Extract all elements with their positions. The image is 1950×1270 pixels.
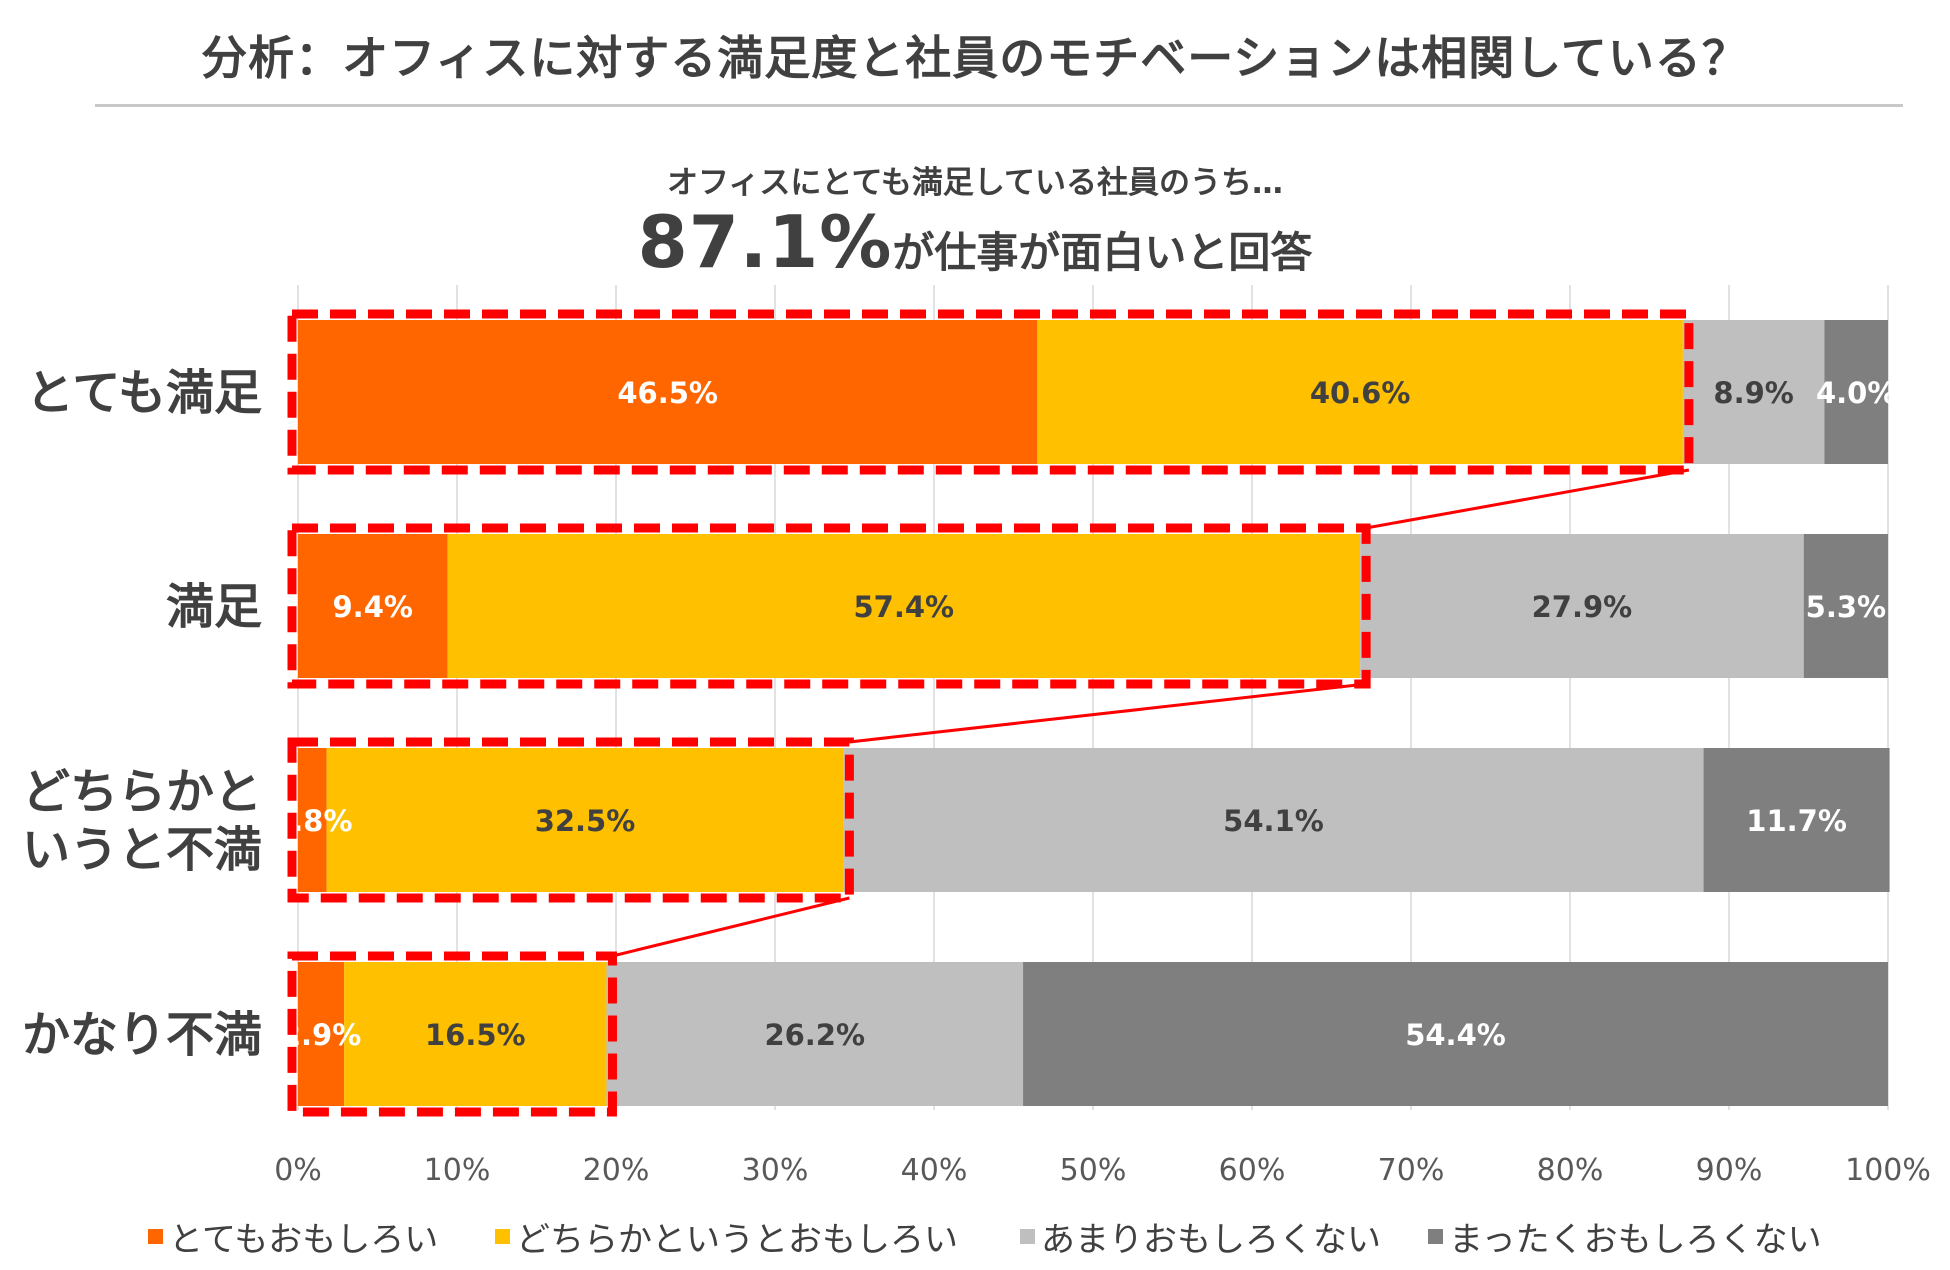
data-label: 8.9% [1713,376,1793,410]
data-label: 5.3% [1806,590,1886,624]
headline-value: 87.1% [637,200,893,284]
bars [298,320,1890,1106]
data-label: 54.4% [1405,1018,1506,1052]
category-label: いうと不満 [22,822,262,878]
bar-segment [298,962,345,1106]
x-tick-label: 70% [1378,1153,1445,1188]
x-tick-label: 80% [1537,1153,1604,1188]
x-tick-label: 60% [1219,1153,1286,1188]
legend-item: とてもおもしろい [148,1212,438,1261]
legend-label: とてもおもしろい [169,1220,439,1260]
x-tick-label: 30% [742,1153,809,1188]
legend-item: あまりおもしろくない [1020,1212,1381,1261]
bar-segment [298,320,1038,464]
x-tick-label: 10% [424,1153,491,1188]
bar-segment [1803,534,1888,678]
x-tick-label: 100% [1845,1153,1931,1188]
bar-segment [1824,320,1888,464]
x-tick-label: 40% [901,1153,968,1188]
x-tick-label: 50% [1060,1153,1127,1188]
data-label: 9.4% [333,590,413,624]
legend-swatch [495,1229,510,1244]
legend-label: あまりおもしろくない [1041,1220,1381,1260]
bar-segment [298,748,327,892]
legend-label: まったくおもしろくない [1449,1220,1822,1260]
category-label: とても満足 [26,365,262,421]
category-label: かなり不満 [22,1007,262,1063]
category-label: 満足 [166,579,262,635]
data-label: 46.5% [617,376,718,410]
legend-item: どちらかというとおもしろい [495,1212,958,1261]
data-label: 57.4% [853,590,954,624]
axes: 0% 10% 20% 30% 40% 50% 60% 70% 80% 90% 100% とても満足満足… [22,365,1931,1188]
bar-segment [326,748,844,892]
data-label: 54.1% [1223,804,1324,838]
bar-segment [606,962,1024,1106]
legend-label: どちらかというとおもしろい [516,1220,958,1260]
data-label: 26.2% [764,1018,865,1052]
data-label: 1.8% [272,804,352,838]
legend-swatch [148,1229,163,1244]
bar-segment [298,534,448,678]
category-label: どちらかと [22,764,262,820]
highlight-box [287,951,617,1117]
data-label: 27.9% [1532,590,1633,624]
data-labels: 46.5% 40.6% 8.9% 4.0% 9.4% 57.4% 27.9% 5.3% 1.8%… [272,376,1896,1052]
data-label: 32.5% [535,804,636,838]
highlight-box [287,523,1371,689]
legend-swatch [1428,1229,1443,1244]
bar-segment [447,534,1361,678]
bar-segment [1703,748,1890,892]
data-label: 11.7% [1746,804,1847,838]
x-tick-label: 20% [583,1153,650,1188]
connector-line [1365,468,1690,530]
data-label: 16.5% [425,1018,526,1052]
highlight-box [287,309,1694,475]
chart-headline: 87.1%が仕事が面白いと回答 [0,200,1950,284]
legend-item: まったくおもしろくない [1428,1212,1822,1261]
x-tick-label: 90% [1696,1153,1763,1188]
bar-segment [1023,962,1888,1106]
connector-line [849,682,1367,744]
highlight-boxes [287,309,1694,1117]
page-title: 分析：オフィスに対する満足度と社員のモチベーションは相関している？ [201,31,1749,85]
bar-segment [1037,320,1683,464]
data-label: 4.0% [1816,376,1896,410]
data-label: 40.6% [1310,376,1411,410]
bar-segment [344,962,607,1106]
bar-segment [1682,320,1825,464]
bar-segment [1360,534,1804,678]
headline-text: が仕事が面白いと回答 [892,228,1313,277]
connector-line [612,896,850,958]
chart-subtitle: オフィスにとても満足している社員のうち… [667,165,1283,201]
title-divider [95,104,1903,107]
bar-segment [843,748,1704,892]
legend-swatch [1020,1229,1035,1244]
highlight-box [287,737,854,903]
x-tick-label: 0% [274,1153,322,1188]
